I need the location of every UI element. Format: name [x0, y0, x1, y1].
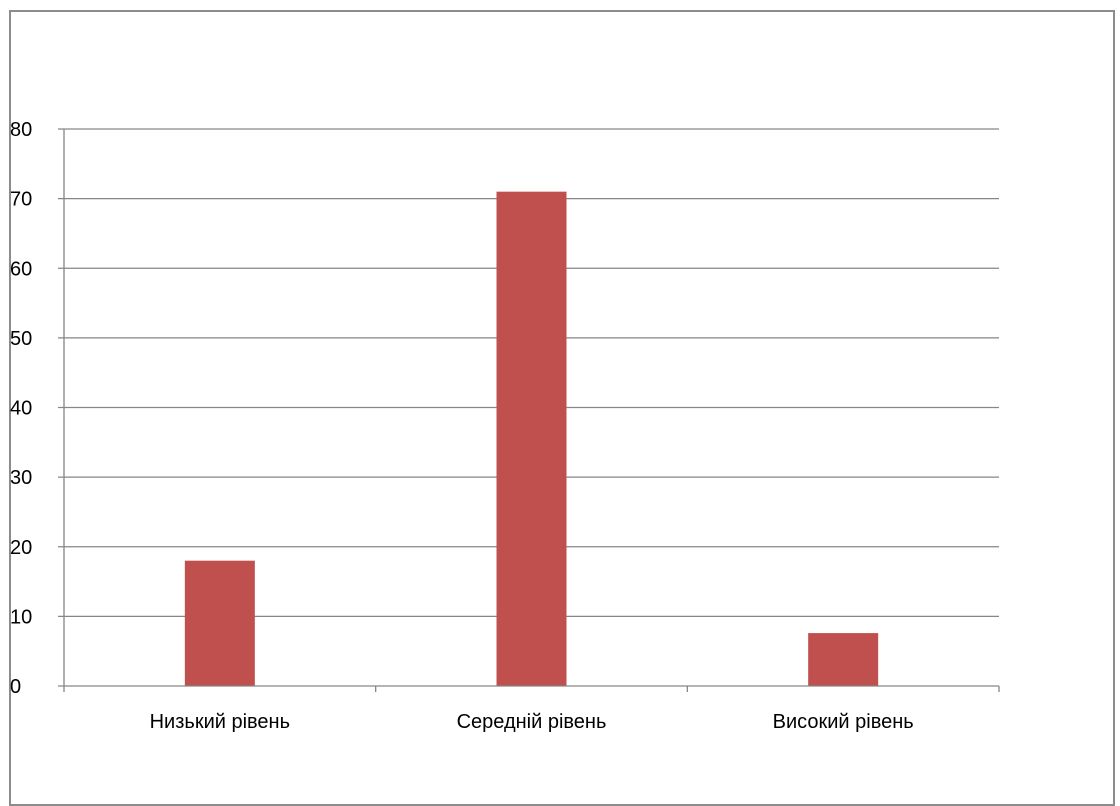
y-tick-label: 70 [10, 189, 32, 211]
x-category-label: Низький рівень [150, 711, 290, 733]
x-category-labels: Низький рівень Середній рівень Високий рів… [150, 711, 914, 733]
y-tick-label: 50 [10, 328, 32, 350]
axes [58, 129, 1000, 692]
y-tick-label: 0 [10, 676, 21, 698]
bar [184, 560, 255, 686]
y-tick-label: 10 [10, 606, 32, 628]
x-category-label: Середній рівень [457, 711, 607, 733]
y-tick-label: 80 [10, 119, 32, 141]
x-category-label: Високий рівень [773, 711, 914, 733]
y-tick-label: 40 [10, 398, 32, 420]
bar [808, 633, 879, 686]
y-tick-labels: 0 10 20 30 40 50 60 70 80 [10, 119, 32, 698]
y-tick-label: 20 [10, 537, 32, 559]
bars [184, 191, 879, 686]
y-tick-label: 60 [10, 258, 32, 280]
bar [496, 191, 567, 686]
y-tick-label: 30 [10, 467, 32, 489]
